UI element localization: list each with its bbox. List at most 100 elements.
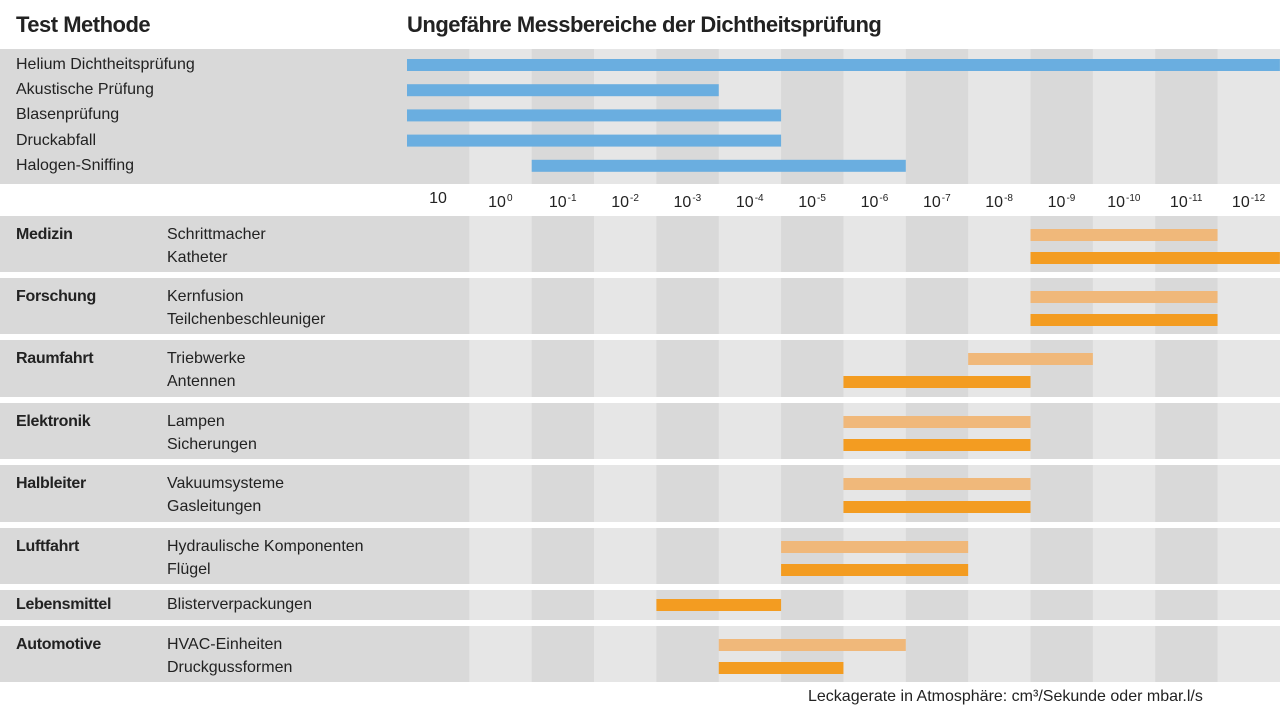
application-group-column-band — [469, 278, 533, 334]
application-group-column-band — [843, 465, 907, 522]
application-group-column-band — [656, 216, 720, 272]
method-range-bar — [407, 59, 1280, 71]
application-range-bar — [781, 541, 969, 553]
application-group-column-band — [843, 278, 907, 334]
method-label: Helium Dichtheitsprüfung — [16, 56, 195, 73]
application-group-column-band — [718, 403, 782, 459]
method-range-bar — [407, 109, 782, 122]
application-group-column-band — [843, 216, 907, 272]
application-group-column-band — [531, 403, 595, 459]
category-label: Forschung — [16, 288, 96, 305]
application-label: Blisterverpackungen — [167, 596, 312, 613]
x-tick-exponent: -4 — [754, 193, 764, 204]
application-group-column-band — [1092, 403, 1156, 459]
application-group-column-band — [531, 216, 595, 272]
application-group-column-band — [656, 340, 720, 397]
application-group-column-band — [1092, 626, 1156, 682]
left-title: Test Methode — [16, 12, 151, 37]
application-group-label-area — [0, 216, 407, 272]
application-group-column-band — [1030, 340, 1094, 397]
application-group-column-band — [594, 340, 657, 397]
application-group-column-band — [594, 216, 657, 272]
x-tick-base: 10 — [798, 194, 817, 211]
application-label: Druckgussformen — [167, 659, 293, 676]
application-group-column-band — [469, 626, 533, 682]
x-tick-label: 10-9 — [1031, 190, 1093, 212]
application-group-column-band — [594, 278, 657, 334]
application-group-column-band — [1155, 590, 1219, 620]
application-group-label-area — [0, 626, 407, 682]
methods-section-column-band — [1217, 49, 1280, 184]
application-group-column-band — [531, 528, 595, 584]
chart-title: Ungefähre Messbereiche der Dichtheitsprü… — [407, 12, 882, 37]
application-range-bar — [968, 353, 1093, 365]
application-group-column-band — [469, 403, 533, 459]
application-range-bar — [718, 639, 906, 651]
category-label: Halbleiter — [16, 475, 86, 492]
application-group-column-band — [1155, 403, 1219, 459]
application-group-column-band — [469, 590, 533, 620]
x-tick-base: 10 — [985, 194, 1004, 211]
x-tick-base: 10 — [548, 194, 567, 211]
application-label: Antennen — [167, 373, 236, 390]
x-tick-label: 10-7 — [906, 190, 968, 212]
application-group-column-band — [1030, 590, 1094, 620]
application-group-column-band — [407, 465, 470, 522]
application-group-column-band — [594, 465, 657, 522]
application-group-label-area — [0, 278, 407, 334]
application-group-column-band — [968, 465, 1031, 522]
method-range-bar — [531, 159, 906, 172]
category-label: Lebensmittel — [16, 596, 112, 613]
x-tick-label: 10-1 — [532, 190, 594, 212]
application-group-column-band — [1092, 340, 1156, 397]
x-tick-base: 10 — [860, 194, 879, 211]
x-tick-label: 10-4 — [719, 190, 781, 212]
application-group-column-band — [1217, 278, 1280, 334]
application-label: Vakuumsysteme — [167, 475, 285, 492]
application-group-column-band — [594, 403, 657, 459]
application-label: Teilchenbeschleuniger — [167, 311, 326, 328]
application-group-column-band — [1030, 626, 1094, 682]
x-tick-exponent: -7 — [941, 193, 951, 204]
application-group-column-band — [968, 528, 1031, 584]
x-tick-label: 10-6 — [843, 190, 905, 212]
x-tick-label: 100 — [469, 190, 531, 212]
application-group-column-band — [905, 590, 969, 620]
methods-section-column-band — [1092, 49, 1156, 184]
application-group-column-band — [843, 626, 907, 682]
application-group-column-band — [407, 278, 470, 334]
x-tick-base: 10 — [922, 194, 941, 211]
x-tick-label: 10-11 — [1155, 190, 1217, 212]
x-tick-base: 10 — [1107, 194, 1126, 211]
application-label: Kernfusion — [167, 288, 244, 305]
category-label: Elektronik — [16, 413, 91, 430]
application-range-bar — [843, 376, 1031, 388]
application-label: HVAC-Einheiten — [167, 636, 283, 653]
application-label: Schrittmacher — [167, 226, 266, 243]
application-range-bar — [843, 478, 1031, 490]
application-group-column-band — [1155, 465, 1219, 522]
application-group-column-band — [469, 216, 533, 272]
application-group-label-area — [0, 528, 407, 584]
application-group-column-band — [1217, 403, 1280, 459]
application-group-column-band — [781, 216, 844, 272]
application-group-column-band — [1030, 528, 1094, 584]
x-tick-base: 10 — [488, 194, 506, 211]
application-group-column-band — [905, 216, 969, 272]
application-group-column-band — [594, 528, 657, 584]
application-group-column-band — [656, 278, 720, 334]
application-label: Gasleitungen — [167, 498, 262, 515]
application-group-column-band — [656, 403, 720, 459]
application-range-bar — [843, 416, 1031, 428]
application-group-column-band — [1217, 465, 1280, 522]
application-group-column-band — [1092, 465, 1156, 522]
application-group-column-band — [718, 278, 782, 334]
method-range-bar — [407, 134, 782, 147]
application-group-column-band — [718, 216, 782, 272]
x-tick-label: 10-10 — [1093, 190, 1155, 212]
application-group-column-band — [1217, 528, 1280, 584]
application-group-label-area — [0, 403, 407, 459]
application-group-label-area — [0, 340, 407, 397]
application-range-bar — [1030, 314, 1218, 326]
